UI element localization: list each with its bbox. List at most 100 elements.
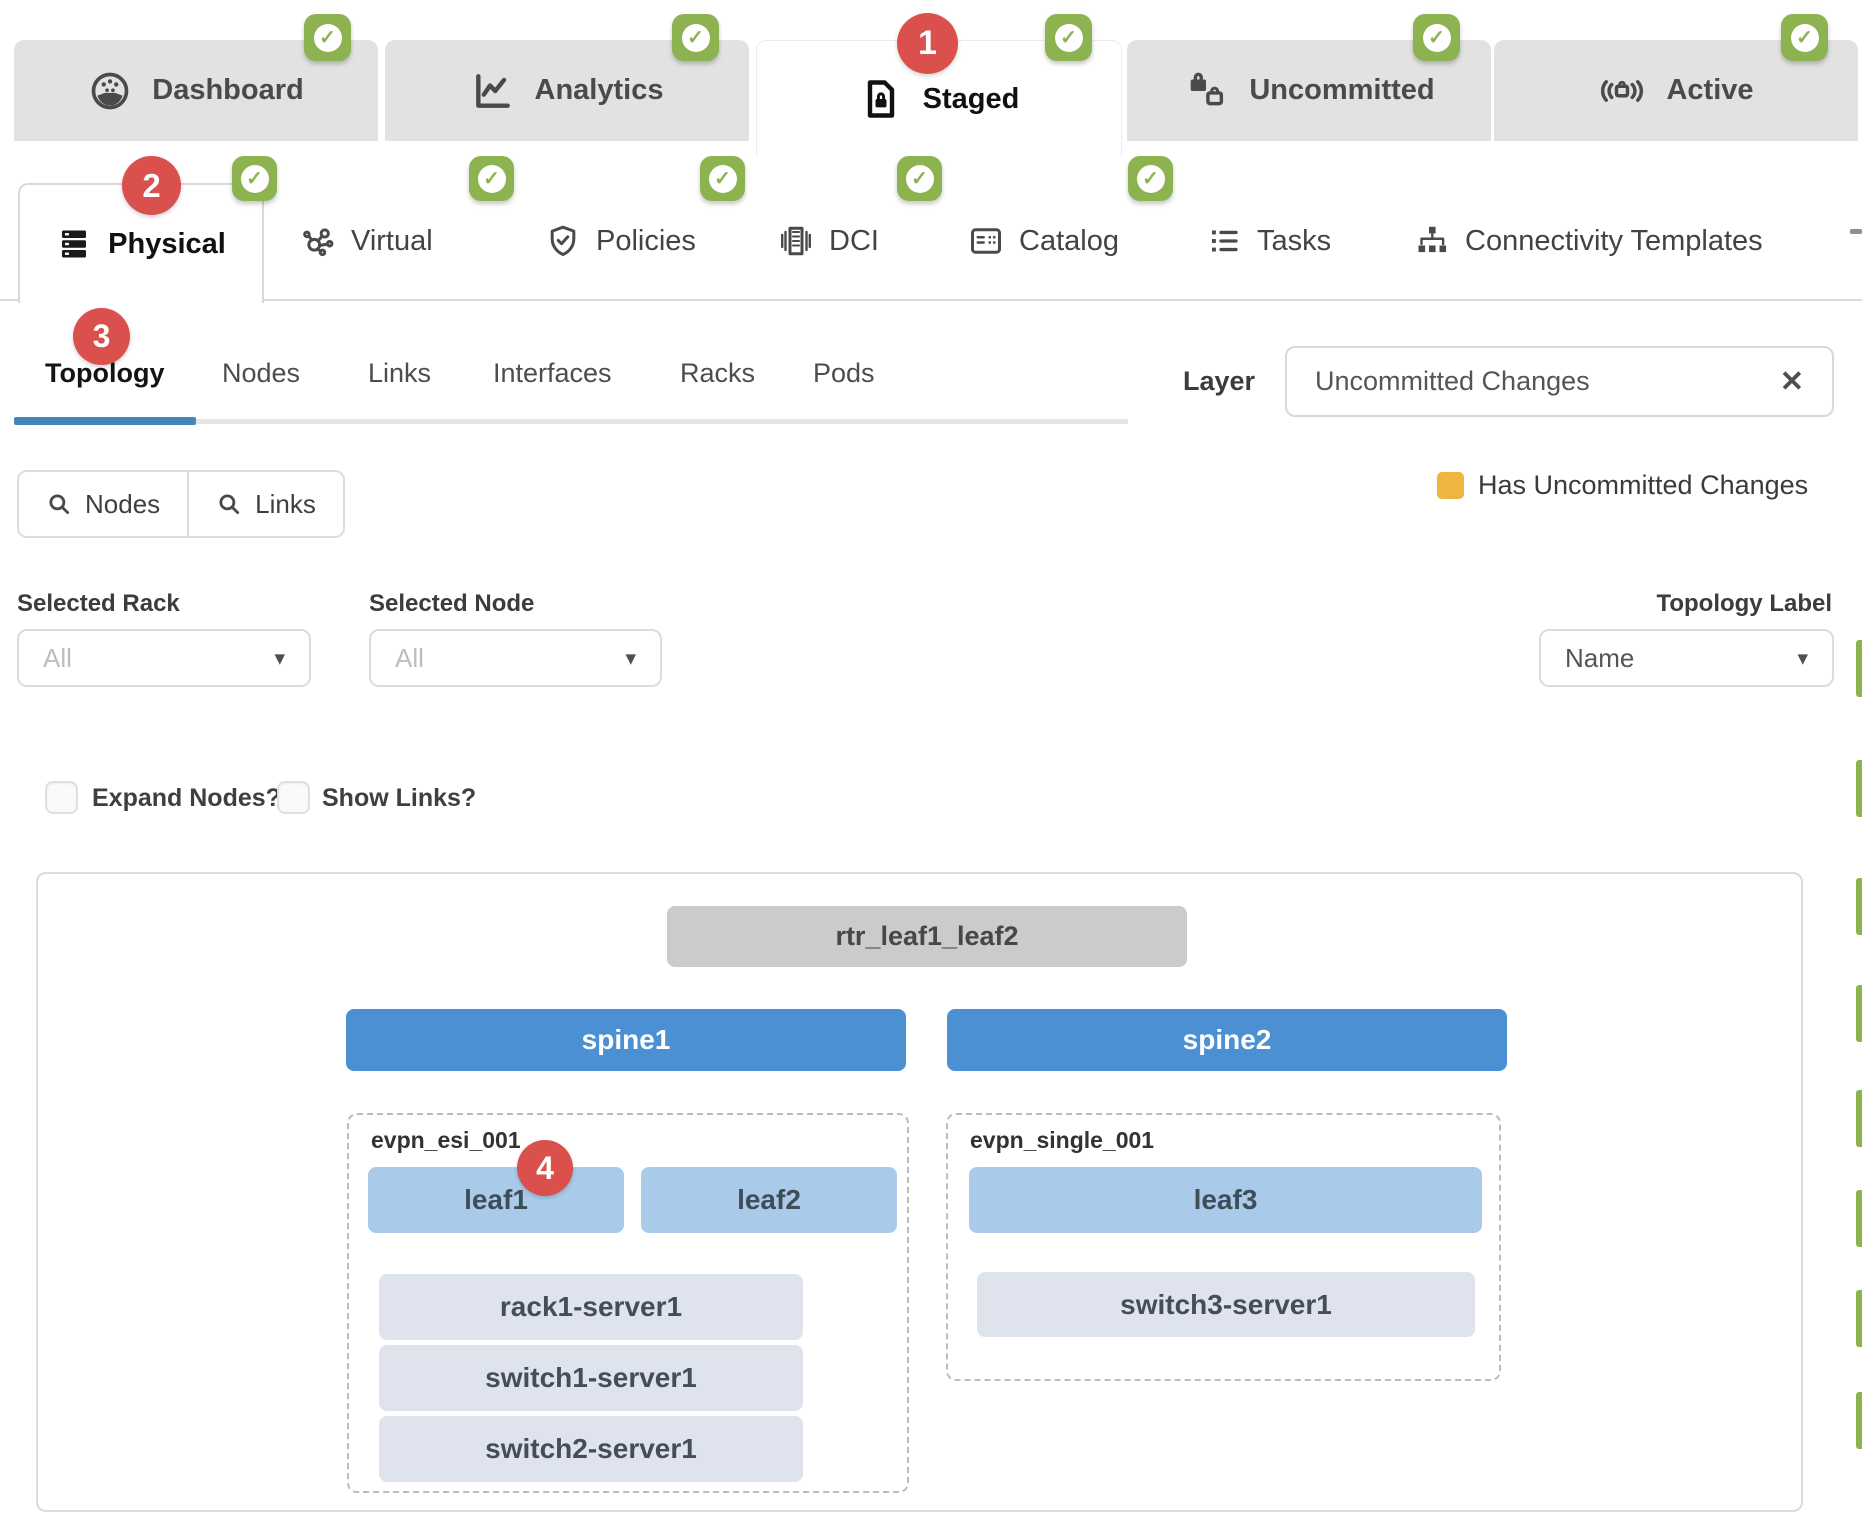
topology-node-switch2-server1[interactable]: switch2-server1 (379, 1416, 803, 1482)
virtual-icon (303, 228, 334, 257)
analytics-icon (475, 73, 510, 108)
tab-catalog[interactable]: Catalog (968, 183, 1119, 299)
check-icon: ✓ (1136, 164, 1165, 193)
check-badge-catalog: ✓ (1128, 156, 1173, 201)
uncommitted-swatch (1437, 472, 1464, 499)
subtab-links[interactable]: Links (368, 352, 431, 394)
tab-policies[interactable]: Policies (545, 183, 696, 299)
tab-label: Virtual (351, 224, 433, 257)
topology-node-rack1-server1[interactable]: rack1-server1 (379, 1274, 803, 1340)
check-badge-virtual: ✓ (469, 156, 514, 201)
tab-label: Tasks (1257, 224, 1332, 257)
subtab-label: Interfaces (493, 357, 612, 388)
topology-label-label: Topology Label (1656, 590, 1832, 617)
selected-node-value: All (395, 642, 424, 673)
tab-label: Policies (596, 224, 696, 257)
subtab-label: Nodes (222, 357, 301, 388)
expand-nodes-checkbox[interactable] (45, 781, 78, 814)
topology-node-switch1-server1[interactable]: switch1-server1 (379, 1345, 803, 1411)
check-icon: ✓ (1422, 23, 1451, 52)
selected-rack-value: All (43, 642, 72, 673)
topology-label-dropdown[interactable]: Name ▾ (1539, 629, 1834, 687)
chevron-down-icon: ▾ (1797, 646, 1808, 670)
edge-green-bar (1856, 1190, 1862, 1247)
search-icon (219, 494, 240, 515)
callout-step-3: 3 (73, 308, 130, 365)
tab-label: Connectivity Templates (1465, 224, 1763, 257)
section-tabs-divider (0, 299, 1862, 301)
clear-icon[interactable]: ✕ (1779, 366, 1804, 398)
show-links-label: Show Links? (322, 784, 477, 812)
rack-name: evpn_esi_001 (371, 1127, 521, 1153)
topology-node-switch3-server1[interactable]: switch3-server1 (977, 1272, 1475, 1337)
search-nodes-button[interactable]: Nodes (19, 472, 188, 536)
staged-icon (867, 80, 894, 118)
selected-node-dropdown[interactable]: All ▾ (369, 629, 662, 687)
topology-node-router[interactable]: rtr_leaf1_leaf2 (667, 906, 1187, 967)
tab-label: Active (1666, 74, 1754, 106)
show-links-checkbox[interactable] (277, 781, 310, 814)
rack-evpn-single-001[interactable]: evpn_single_001 leaf3 switch3-server1 (946, 1113, 1501, 1381)
rack-evpn-esi-001[interactable]: evpn_esi_001 leaf1 leaf2 rack1-server1 s… (347, 1113, 909, 1493)
topology-node-leaf1[interactable]: leaf1 (368, 1167, 624, 1233)
dci-icon (781, 226, 811, 256)
subtab-interfaces[interactable]: Interfaces (493, 352, 612, 394)
check-icon: ✓ (681, 23, 710, 52)
edge-green-bar (1856, 640, 1862, 697)
layer-value: Uncommitted Changes (1315, 366, 1590, 396)
selected-rack-dropdown[interactable]: All ▾ (17, 629, 311, 687)
tab-virtual[interactable]: Virtual (300, 183, 433, 299)
tab-connectivity-templates[interactable]: Connectivity Templates (1414, 183, 1763, 299)
subtab-active-indicator (14, 417, 196, 425)
topology-node-spine1[interactable]: spine1 (346, 1009, 906, 1071)
tab-tasks[interactable]: Tasks (1206, 183, 1331, 299)
callout-step-1: 1 (897, 13, 958, 74)
search-button-group: Nodes Links (17, 470, 345, 538)
selected-node-label: Selected Node (369, 590, 535, 617)
callout-step-4: 4 (517, 1140, 573, 1196)
search-links-button[interactable]: Links (187, 472, 343, 536)
catalog-icon (971, 228, 1001, 254)
dashboard-icon (91, 72, 129, 109)
topology-label-value: Name (1565, 642, 1635, 673)
subtab-racks[interactable]: Racks (680, 352, 755, 394)
search-icon (49, 494, 70, 515)
check-badge-analytics: ✓ (672, 14, 719, 61)
uncommitted-legend: Has Uncommitted Changes (1437, 470, 1808, 501)
tab-label: Analytics (534, 74, 664, 106)
search-nodes-label: Nodes (85, 488, 161, 519)
layer-select[interactable]: Uncommitted Changes ✕ (1285, 346, 1834, 417)
subtab-label: Racks (680, 357, 756, 388)
check-icon: ✓ (905, 164, 934, 193)
rack-name: evpn_single_001 (970, 1127, 1155, 1153)
tab-dci[interactable]: DCI (778, 183, 879, 299)
subtab-pods[interactable]: Pods (813, 352, 875, 394)
topology-node-leaf2[interactable]: leaf2 (641, 1167, 897, 1233)
policies-icon (550, 225, 576, 256)
check-icon: ✓ (708, 164, 737, 193)
tab-label: Physical (108, 227, 226, 260)
subtab-nodes[interactable]: Nodes (222, 352, 300, 394)
edge-green-bar (1856, 1392, 1862, 1449)
edge-green-bar (1856, 1090, 1862, 1147)
check-badge-active: ✓ (1781, 14, 1828, 61)
active-icon (1601, 79, 1644, 102)
topology-node-leaf3[interactable]: leaf3 (969, 1167, 1482, 1233)
check-badge-dashboard: ✓ (304, 14, 351, 61)
uncommitted-icon (1191, 72, 1224, 105)
tab-physical[interactable]: Physical (18, 183, 264, 303)
tab-label: Catalog (1019, 224, 1119, 257)
topology-node-spine2[interactable]: spine2 (947, 1009, 1507, 1071)
edge-green-bar (1856, 878, 1862, 935)
callout-step-2: 2 (122, 156, 181, 215)
subtab-label: Links (368, 357, 432, 388)
check-icon: ✓ (1790, 23, 1819, 52)
subtab-label: Pods (813, 357, 875, 388)
edge-green-bar (1856, 760, 1862, 817)
check-badge-policies: ✓ (700, 156, 745, 201)
tab-label: Uncommitted (1249, 74, 1435, 106)
tab-label: DCI (829, 224, 879, 257)
selected-rack-label: Selected Rack (17, 590, 180, 617)
search-links-label: Links (255, 488, 316, 519)
